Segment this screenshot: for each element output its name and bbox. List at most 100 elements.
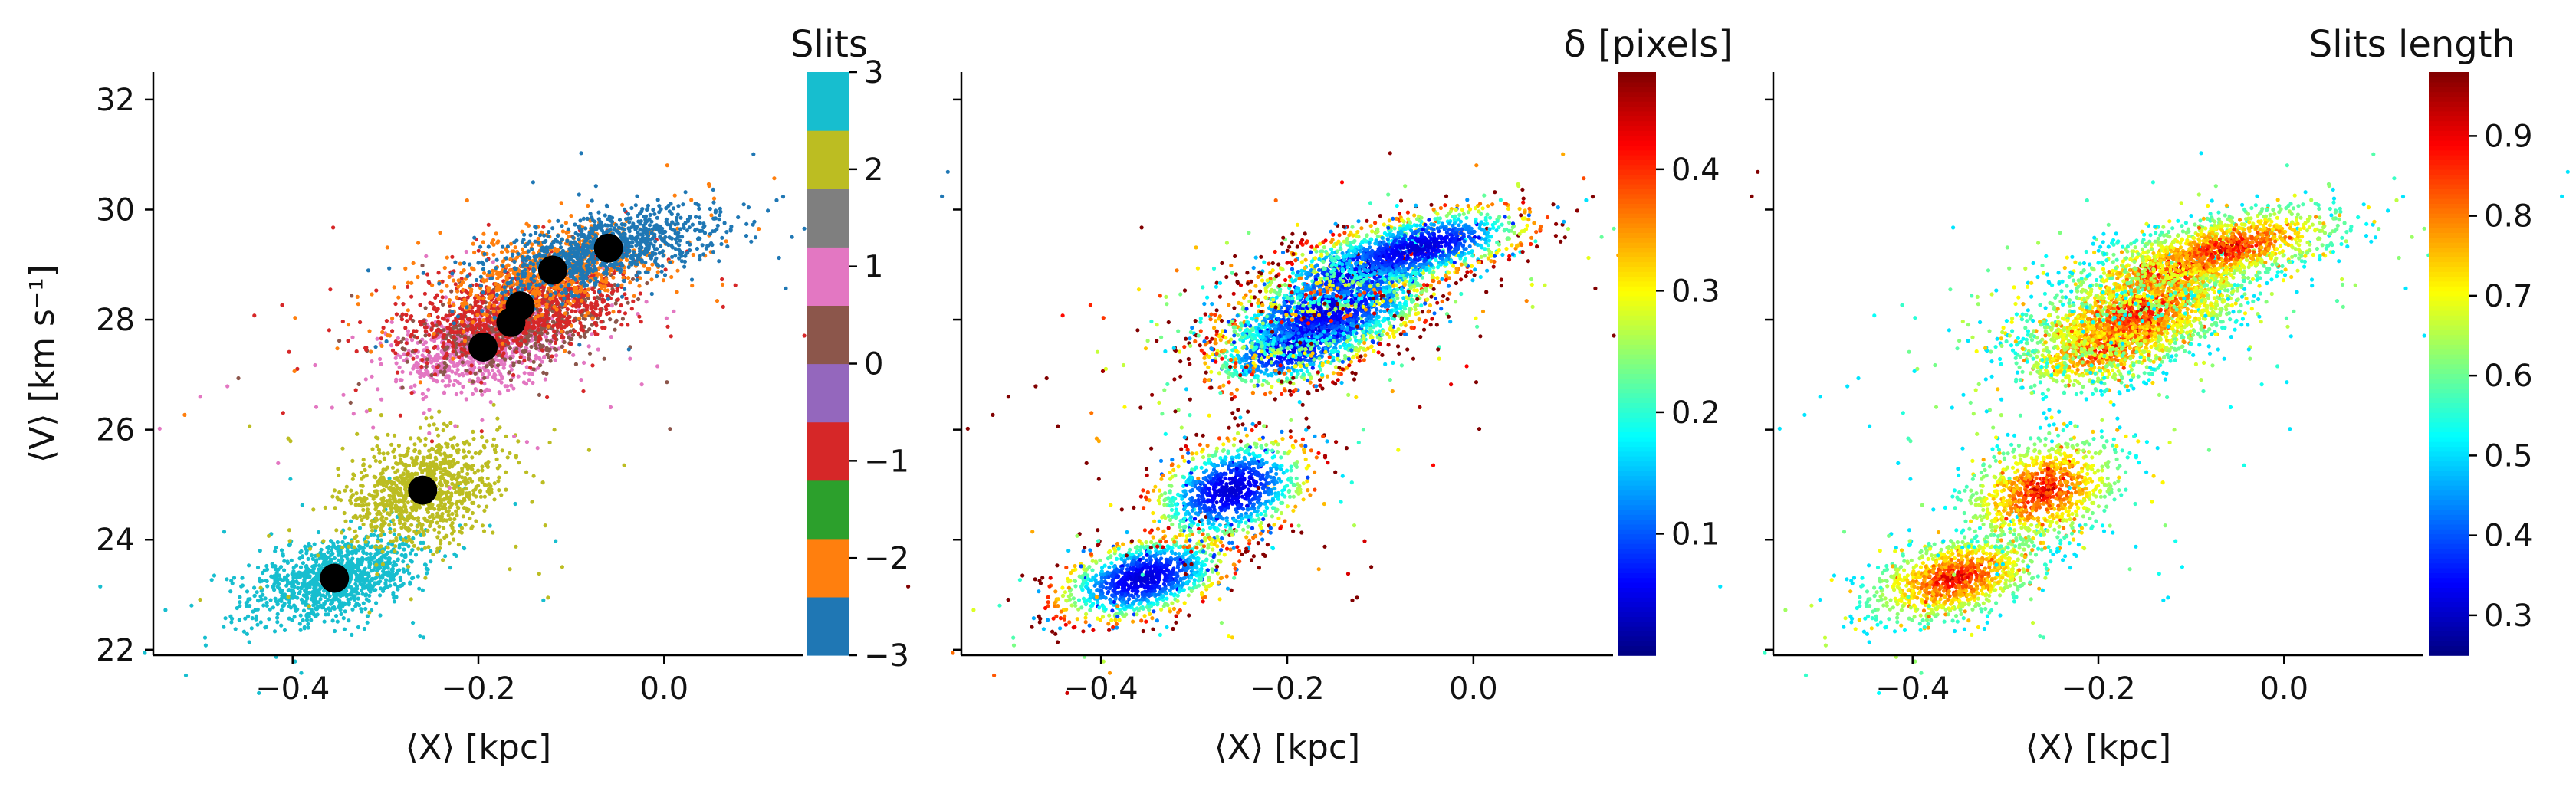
data-point	[292, 584, 297, 589]
data-point	[333, 506, 337, 510]
data-point	[380, 397, 384, 402]
data-point	[435, 307, 440, 311]
data-point	[434, 449, 439, 454]
data-point	[428, 455, 432, 460]
data-point	[291, 576, 296, 580]
data-point	[349, 575, 353, 579]
data-point	[492, 497, 497, 502]
data-point	[328, 287, 333, 292]
data-point	[349, 501, 353, 506]
data-point	[672, 309, 676, 313]
data-point	[275, 585, 280, 589]
data-point	[440, 511, 445, 517]
data-point	[379, 533, 383, 538]
data-point	[273, 549, 278, 553]
data-point	[308, 546, 313, 551]
data-point	[404, 341, 409, 346]
data-point	[406, 568, 410, 572]
data-point	[504, 470, 508, 474]
data-point	[254, 614, 258, 618]
data-point	[487, 487, 491, 491]
data-point	[356, 603, 362, 608]
data-point	[511, 386, 516, 391]
data-point	[540, 348, 545, 353]
data-point	[570, 333, 576, 337]
data-point	[339, 612, 343, 617]
data-point	[264, 600, 269, 605]
data-point	[445, 363, 449, 368]
data-point	[514, 544, 518, 549]
data-point	[478, 369, 483, 373]
data-point	[449, 453, 453, 458]
data-point	[476, 468, 481, 473]
data-point	[367, 610, 372, 615]
data-point	[579, 326, 583, 331]
data-point	[522, 371, 527, 376]
data-point	[544, 314, 549, 319]
data-point	[392, 560, 396, 565]
data-point	[320, 556, 325, 561]
data-point	[522, 339, 527, 343]
data-point	[480, 418, 485, 422]
data-point	[330, 605, 335, 610]
data-point	[515, 341, 520, 346]
data-point	[565, 296, 570, 300]
data-point	[276, 461, 281, 466]
data-point	[600, 325, 605, 330]
data-point	[463, 454, 468, 459]
data-point	[412, 442, 417, 447]
data-point	[442, 502, 448, 507]
data-point	[456, 471, 461, 475]
data-point	[337, 473, 341, 477]
data-point	[372, 454, 376, 460]
data-point	[299, 671, 304, 675]
data-point	[550, 354, 554, 359]
data-point	[353, 594, 357, 599]
data-point	[365, 502, 370, 507]
data-point	[620, 317, 626, 321]
data-point	[437, 507, 442, 512]
data-point	[281, 604, 285, 608]
data-point	[426, 387, 431, 392]
data-point	[536, 327, 540, 332]
data-point	[488, 400, 493, 405]
data-point	[360, 556, 365, 561]
data-point	[453, 330, 458, 335]
data-point	[593, 307, 598, 311]
data-point	[284, 583, 289, 588]
data-point	[330, 618, 335, 623]
data-point	[507, 370, 511, 375]
data-point	[307, 615, 311, 619]
data-point	[531, 359, 536, 364]
data-point	[691, 252, 695, 257]
data-point	[373, 516, 378, 520]
data-point	[378, 593, 383, 598]
data-point	[356, 382, 361, 386]
data-point	[359, 582, 363, 587]
data-point	[476, 484, 481, 488]
data-point	[340, 530, 344, 535]
data-point	[401, 559, 406, 564]
data-point	[600, 286, 604, 290]
data-point	[407, 463, 412, 468]
data-point	[450, 511, 455, 517]
data-point	[441, 518, 445, 523]
data-point	[356, 592, 360, 596]
data-point	[439, 330, 443, 334]
data-point	[353, 536, 357, 540]
data-point	[423, 576, 428, 580]
data-point	[645, 280, 649, 286]
data-point	[311, 603, 316, 608]
data-point	[438, 231, 442, 235]
data-point	[593, 332, 598, 336]
data-point	[363, 606, 368, 612]
data-point	[530, 338, 534, 343]
data-point	[483, 323, 488, 327]
data-point	[426, 545, 431, 549]
data-point	[429, 559, 433, 564]
data-point	[467, 450, 472, 454]
data-point	[720, 277, 724, 282]
data-point	[353, 565, 357, 569]
data-point	[455, 499, 460, 504]
data-point	[271, 564, 275, 569]
